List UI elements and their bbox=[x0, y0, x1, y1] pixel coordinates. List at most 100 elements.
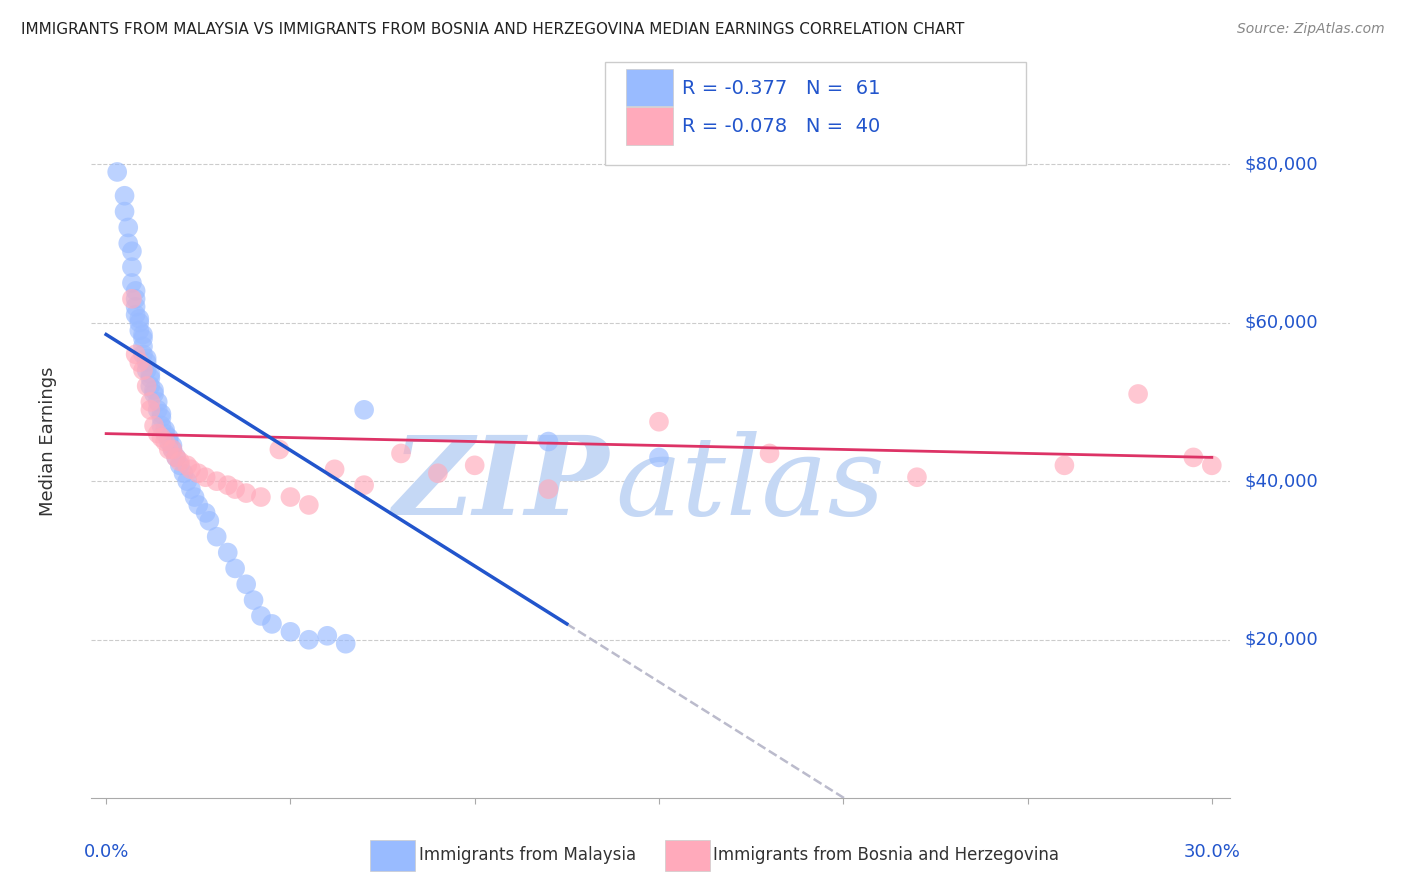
Point bbox=[124, 292, 146, 306]
Point bbox=[235, 486, 257, 500]
Point bbox=[146, 402, 169, 417]
Point bbox=[157, 434, 180, 449]
Point bbox=[537, 482, 560, 496]
Point bbox=[128, 324, 150, 338]
Point bbox=[180, 482, 202, 496]
Point bbox=[464, 458, 486, 473]
Point bbox=[537, 434, 560, 449]
Point bbox=[162, 442, 184, 457]
Point bbox=[224, 482, 246, 496]
Point bbox=[316, 629, 339, 643]
Text: Immigrants from Bosnia and Herzegovina: Immigrants from Bosnia and Herzegovina bbox=[713, 847, 1059, 864]
Point bbox=[335, 637, 357, 651]
Text: 0.0%: 0.0% bbox=[83, 843, 129, 861]
Point bbox=[280, 490, 302, 504]
Point bbox=[121, 276, 143, 290]
Point bbox=[183, 490, 205, 504]
Point bbox=[124, 300, 146, 314]
Text: 30.0%: 30.0% bbox=[1184, 843, 1240, 861]
Point bbox=[169, 458, 191, 473]
Point bbox=[132, 363, 155, 377]
Point bbox=[280, 624, 302, 639]
Point bbox=[269, 442, 291, 457]
Point bbox=[150, 407, 173, 421]
Point bbox=[353, 478, 375, 492]
Point bbox=[143, 383, 166, 397]
Point bbox=[323, 462, 346, 476]
Point bbox=[198, 514, 221, 528]
Point bbox=[217, 545, 239, 559]
Point bbox=[187, 498, 209, 512]
Point bbox=[1182, 450, 1205, 465]
Point bbox=[205, 474, 228, 488]
Point bbox=[143, 418, 166, 433]
Text: IMMIGRANTS FROM MALAYSIA VS IMMIGRANTS FROM BOSNIA AND HERZEGOVINA MEDIAN EARNIN: IMMIGRANTS FROM MALAYSIA VS IMMIGRANTS F… bbox=[21, 22, 965, 37]
Point bbox=[153, 434, 176, 449]
Point bbox=[173, 467, 195, 481]
Point bbox=[426, 467, 449, 481]
Point bbox=[132, 331, 155, 345]
Text: atlas: atlas bbox=[616, 431, 884, 538]
Point bbox=[157, 442, 180, 457]
Point bbox=[260, 616, 283, 631]
Point bbox=[132, 339, 155, 353]
Point bbox=[128, 311, 150, 326]
Point bbox=[176, 458, 198, 473]
Point bbox=[250, 490, 273, 504]
Point bbox=[146, 426, 169, 441]
Point bbox=[250, 609, 273, 624]
Point bbox=[648, 415, 671, 429]
Point bbox=[135, 379, 157, 393]
Point bbox=[135, 351, 157, 366]
Point bbox=[298, 632, 321, 647]
Point bbox=[1053, 458, 1076, 473]
Point bbox=[389, 446, 412, 460]
Text: $40,000: $40,000 bbox=[1244, 472, 1317, 491]
Point bbox=[114, 204, 136, 219]
Point bbox=[162, 442, 184, 457]
Text: ZIP: ZIP bbox=[392, 431, 610, 538]
Point bbox=[150, 431, 173, 445]
Point bbox=[1201, 458, 1223, 473]
Point bbox=[180, 462, 202, 476]
Text: R = -0.078   N =  40: R = -0.078 N = 40 bbox=[682, 117, 880, 136]
Point bbox=[132, 327, 155, 342]
Point bbox=[157, 431, 180, 445]
Point bbox=[758, 446, 780, 460]
Point bbox=[128, 316, 150, 330]
Point bbox=[905, 470, 928, 484]
Point bbox=[121, 292, 143, 306]
Point bbox=[139, 402, 162, 417]
Point bbox=[648, 450, 671, 465]
Point bbox=[242, 593, 264, 607]
Point bbox=[153, 426, 176, 441]
Point bbox=[132, 347, 155, 361]
Point bbox=[114, 188, 136, 202]
Text: R = -0.377   N =  61: R = -0.377 N = 61 bbox=[682, 78, 880, 98]
Point bbox=[235, 577, 257, 591]
Point bbox=[165, 450, 187, 465]
Point bbox=[224, 561, 246, 575]
Text: Immigrants from Malaysia: Immigrants from Malaysia bbox=[419, 847, 636, 864]
Point bbox=[117, 236, 139, 251]
Point bbox=[139, 395, 162, 409]
Text: $20,000: $20,000 bbox=[1244, 631, 1317, 648]
Point bbox=[153, 423, 176, 437]
Point bbox=[162, 438, 184, 452]
Point bbox=[105, 165, 128, 179]
Point bbox=[135, 355, 157, 369]
Text: $60,000: $60,000 bbox=[1244, 314, 1317, 332]
Point bbox=[194, 470, 217, 484]
Point bbox=[176, 474, 198, 488]
Text: $80,000: $80,000 bbox=[1244, 155, 1317, 173]
Point bbox=[139, 371, 162, 385]
Point bbox=[139, 367, 162, 381]
Point bbox=[165, 450, 187, 465]
Point bbox=[205, 530, 228, 544]
Point bbox=[143, 387, 166, 401]
Point bbox=[150, 410, 173, 425]
Point bbox=[298, 498, 321, 512]
Point bbox=[135, 363, 157, 377]
Point bbox=[146, 395, 169, 409]
Point bbox=[124, 308, 146, 322]
